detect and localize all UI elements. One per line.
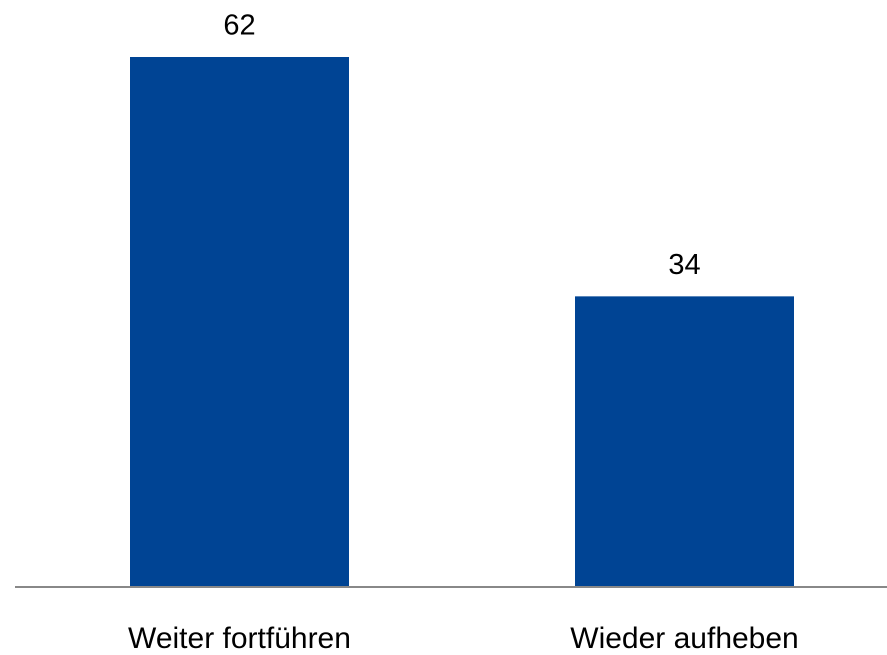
x-tick-label: Weiter fortführen bbox=[128, 622, 351, 655]
value-label: 34 bbox=[668, 249, 700, 281]
bar bbox=[575, 296, 794, 587]
x-tick-label: Wieder aufheben bbox=[570, 622, 799, 655]
bar bbox=[130, 57, 349, 587]
value-label: 62 bbox=[223, 10, 255, 42]
